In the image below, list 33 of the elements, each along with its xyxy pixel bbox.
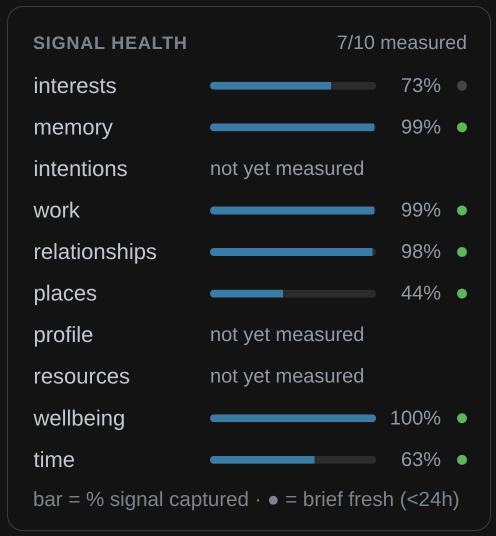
data-label: 63% bbox=[401, 448, 442, 471]
bar bbox=[210, 248, 373, 256]
bar bbox=[283, 290, 376, 298]
text: not yet measured bbox=[210, 324, 364, 346]
y-tick-label: relationships bbox=[34, 239, 157, 264]
bar bbox=[314, 456, 376, 464]
bar bbox=[210, 123, 374, 132]
data-label: 99% bbox=[401, 199, 442, 222]
chart-subtitle: 7/10 measured bbox=[336, 32, 467, 54]
y-tick-label: memory bbox=[34, 114, 113, 140]
y-tick-label: places bbox=[34, 280, 98, 306]
data-label: 99% bbox=[401, 116, 442, 138]
text: not yet measured bbox=[210, 366, 364, 388]
data-label: 73% bbox=[401, 74, 442, 97]
text: bar = % signal captured · ● = brief fresh (<24h) bbox=[33, 488, 460, 511]
bar bbox=[210, 206, 374, 214]
chart-title: SIGNAL HEALTH bbox=[33, 32, 188, 54]
bar bbox=[331, 82, 376, 90]
y-tick-label: work bbox=[32, 197, 81, 222]
y-tick-label: interests bbox=[34, 72, 117, 98]
y-tick-label: wellbeing bbox=[32, 405, 126, 430]
data-label: 98% bbox=[401, 241, 442, 264]
y-tick-label: resources bbox=[34, 364, 130, 389]
data-label: 44% bbox=[401, 282, 442, 305]
text: not yet measured bbox=[210, 158, 364, 180]
bar bbox=[210, 414, 376, 422]
y-tick-label: intentions bbox=[34, 156, 128, 181]
bar bbox=[210, 82, 332, 90]
data-label: 100% bbox=[390, 407, 442, 430]
bar bbox=[210, 456, 315, 464]
y-tick-label: time bbox=[34, 446, 76, 472]
bar bbox=[210, 290, 284, 298]
y-tick-label: profile bbox=[34, 322, 94, 348]
